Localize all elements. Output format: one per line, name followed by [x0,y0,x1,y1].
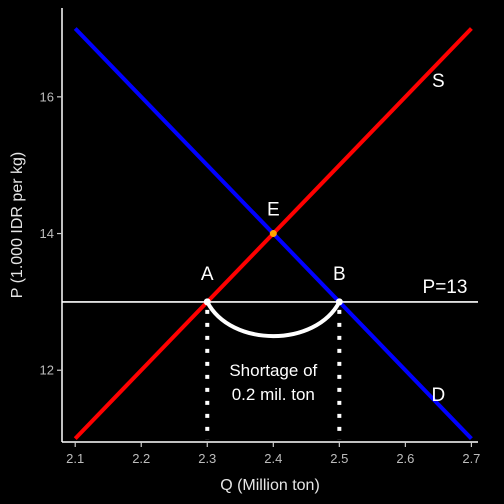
point-b [336,298,343,305]
point-e [270,230,277,237]
price-line-label: P=13 [423,277,468,298]
supply-curve-label: S [432,71,445,92]
y-tick-label: 14 [40,226,54,241]
x-tick-label: 2.4 [264,451,282,466]
y-tick-label: 16 [40,89,54,104]
x-tick-label: 2.5 [330,451,348,466]
x-tick-label: 2.7 [462,451,480,466]
shortage-label-line1: Shortage of [229,361,317,380]
point-a [204,298,211,305]
shortage-label-line2: 0.2 mil. ton [232,385,315,404]
x-tick-label: 2.2 [132,451,150,466]
x-tick-label: 2.3 [198,451,216,466]
point-a-label: A [201,264,214,285]
demand-curve-label: D [432,385,446,406]
y-axis-title: P (1.000 IDR per kg) [9,152,26,298]
point-e-label: E [267,200,280,221]
y-tick-label: 12 [40,363,54,378]
x-axis-title: Q (Million ton) [220,477,320,494]
x-tick-label: 2.1 [66,451,84,466]
point-b-label: B [333,264,346,285]
x-tick-label: 2.6 [396,451,414,466]
